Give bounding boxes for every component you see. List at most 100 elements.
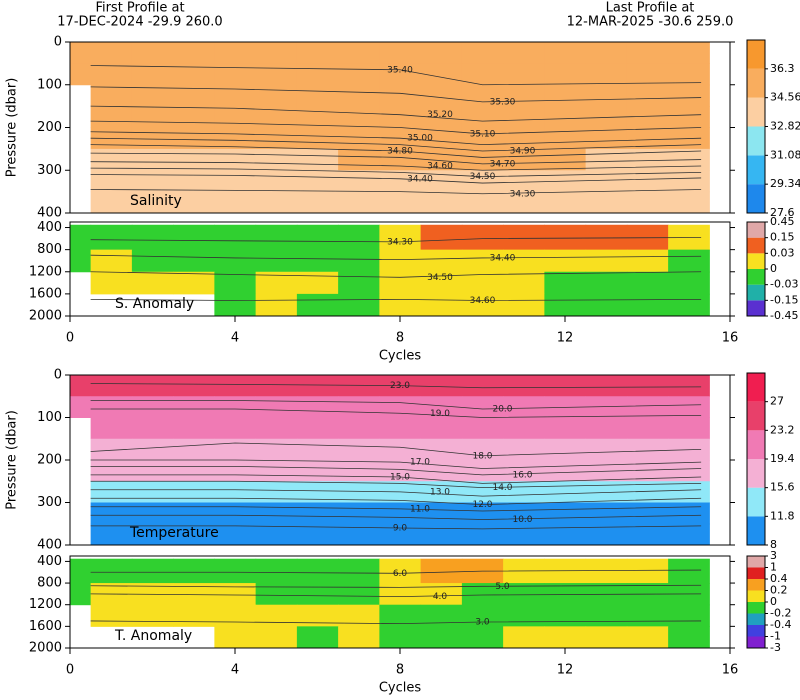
colorbar-segment (747, 126, 765, 156)
cell (338, 626, 380, 648)
contour-line (90, 86, 702, 103)
colorbar-tick-label: 11.8 (770, 509, 795, 522)
cell (379, 106, 422, 128)
colorbar-tick-label: 3 (770, 549, 777, 562)
y-tick-label: 200 (37, 120, 62, 135)
plot-area: 34.30 34.40 34.50 34.60 (70, 224, 710, 316)
x-tick-label: 12 (557, 331, 574, 346)
cell (379, 293, 422, 316)
cell (173, 481, 215, 503)
cell (90, 604, 133, 627)
cell (296, 191, 339, 213)
contour-label: 6.0 (393, 569, 408, 579)
cell (338, 148, 380, 171)
contour-label: 9.0 (393, 524, 408, 534)
contour-line (90, 237, 702, 243)
cell (461, 293, 504, 316)
colorbar-segment (747, 97, 765, 127)
contour-line (90, 167, 702, 178)
contour-line (90, 489, 702, 497)
cell (338, 271, 380, 295)
cell (173, 604, 215, 627)
cell (544, 375, 587, 397)
cell (338, 583, 380, 606)
cell (131, 42, 174, 64)
cell (296, 604, 339, 627)
cell (420, 583, 463, 606)
contour-label: 4.0 (433, 592, 448, 602)
contour-label: 35.10 (470, 129, 496, 139)
cell (626, 249, 669, 273)
cell (626, 191, 669, 213)
contour-line (90, 131, 702, 146)
cell (131, 523, 174, 545)
cell (626, 604, 669, 627)
cell (131, 417, 174, 440)
colorbar-segment (747, 567, 765, 579)
cell (131, 249, 174, 273)
cell (338, 417, 380, 440)
colorbar-segment (747, 579, 765, 591)
cell (544, 42, 587, 64)
panel-label: T. Anomaly (114, 628, 192, 644)
contour-line (90, 465, 702, 476)
cell (379, 396, 422, 418)
colorbar-segment (747, 184, 765, 213)
cell (131, 84, 174, 107)
cell (379, 502, 422, 525)
cell (544, 191, 587, 213)
cell (544, 271, 587, 295)
cell (214, 42, 257, 64)
cell (338, 558, 380, 584)
cell (626, 481, 669, 503)
cell (461, 375, 504, 397)
cell (173, 148, 215, 171)
colorbar-segment (747, 269, 765, 285)
y-tick-label: 800 (37, 576, 62, 591)
y-tick-label: 1200 (29, 597, 62, 612)
cell (255, 148, 298, 171)
colorbar-tick-label: -0.2 (770, 607, 791, 620)
cell (585, 127, 628, 150)
y-tick-label: 800 (37, 242, 62, 257)
cell (585, 604, 628, 627)
cell (544, 224, 587, 251)
y-tick-label: 400 (37, 554, 62, 569)
cell (626, 502, 669, 525)
colorbar-tick-label: -0.45 (770, 309, 798, 322)
cell (544, 583, 587, 606)
y-tick-label: 0 (54, 35, 62, 50)
contour-label: 16.0 (512, 470, 532, 480)
cell (585, 249, 628, 273)
cell (214, 481, 257, 503)
cell (255, 523, 298, 545)
cell (544, 460, 587, 482)
cell (131, 224, 174, 251)
cell (90, 481, 133, 503)
cell (585, 191, 628, 213)
cell (214, 148, 257, 171)
cell (544, 417, 587, 440)
cell (379, 191, 422, 213)
cell (379, 583, 422, 606)
cell (420, 558, 463, 584)
cell (90, 271, 133, 295)
cell (214, 417, 257, 440)
y-tick-label: 300 (37, 163, 62, 178)
contour-line (90, 144, 702, 158)
cell (585, 626, 628, 648)
last-title: Last Profile at (606, 1, 695, 16)
colorbar-tick-label: -0.4 (770, 618, 791, 631)
cell (461, 63, 504, 86)
colorbar-segment (747, 459, 765, 488)
cell (461, 626, 504, 648)
cell (214, 523, 257, 545)
cell (255, 249, 298, 273)
cell (296, 170, 339, 193)
cell (173, 583, 215, 606)
cell (255, 626, 298, 648)
cell (544, 249, 587, 273)
cell (296, 148, 339, 171)
cell (214, 63, 257, 86)
cell (585, 558, 628, 584)
